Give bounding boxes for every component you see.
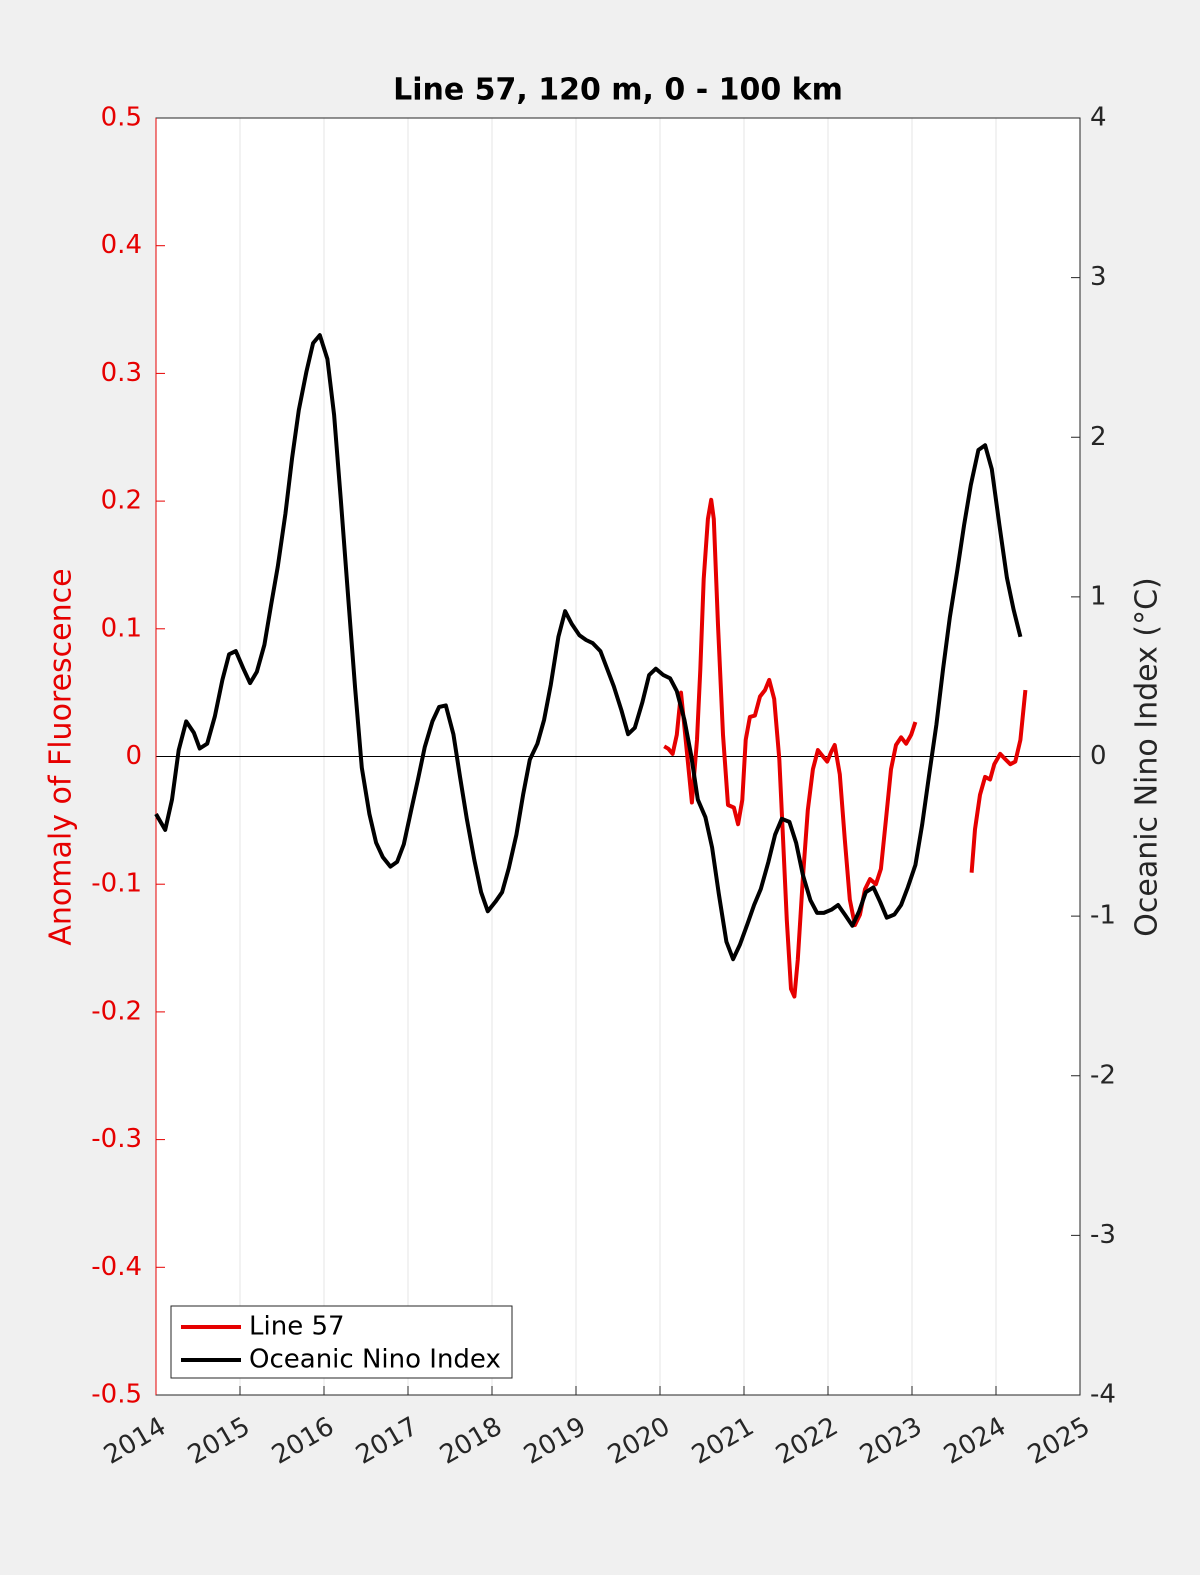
x-tick-label: 2020 bbox=[603, 1412, 675, 1471]
chart-title: Line 57, 120 m, 0 - 100 km bbox=[393, 73, 843, 108]
y2-tick-label: -2 bbox=[1090, 1060, 1116, 1090]
legend-box bbox=[170, 1305, 513, 1379]
x-tick-label: 2016 bbox=[267, 1412, 339, 1471]
y-tick-label: 0.3 bbox=[101, 358, 142, 388]
y2-tick-label: 4 bbox=[1090, 103, 1107, 133]
series-line bbox=[663, 497, 1028, 999]
x-tick-label: 2014 bbox=[99, 1412, 171, 1471]
y2-axis-label: Oceanic Nino Index (°C) bbox=[1130, 577, 1165, 937]
y-axis-label: Anomaly of Fluorescence bbox=[44, 568, 79, 945]
y2-tick-label: -4 bbox=[1090, 1380, 1116, 1410]
y-tick-label: -0.3 bbox=[91, 1124, 142, 1154]
y2-tick-label: 1 bbox=[1090, 581, 1107, 611]
y-tick-label: 0.5 bbox=[101, 103, 142, 133]
x-tick-label: 2025 bbox=[1023, 1412, 1095, 1471]
y2-tick-label: -3 bbox=[1090, 1220, 1116, 1250]
y-tick-label: -0.5 bbox=[91, 1380, 142, 1410]
x-tick-label: 2022 bbox=[771, 1412, 843, 1471]
y2-tick-label: 2 bbox=[1090, 422, 1107, 452]
y-tick-label: 0.1 bbox=[101, 613, 142, 643]
y-tick-label: 0 bbox=[125, 741, 142, 771]
x-tick-label: 2018 bbox=[435, 1412, 507, 1471]
legend-label: Oceanic Nino Index bbox=[249, 1345, 501, 1375]
x-tick-label: 2021 bbox=[687, 1412, 759, 1471]
y-tick-label: 0.2 bbox=[101, 486, 142, 516]
y2-tick-label: 3 bbox=[1090, 262, 1107, 292]
x-tick-label: 2023 bbox=[855, 1412, 927, 1471]
series-line bbox=[154, 333, 1023, 962]
y-tick-label: -0.2 bbox=[91, 996, 142, 1026]
y-tick-label: 0.4 bbox=[101, 230, 142, 260]
x-tick-label: 2017 bbox=[351, 1412, 423, 1471]
x-tick-label: 2019 bbox=[519, 1412, 591, 1471]
y-tick-label: -0.4 bbox=[91, 1252, 142, 1282]
y2-tick-label: 0 bbox=[1090, 741, 1107, 771]
y-tick-label: -0.1 bbox=[91, 869, 142, 899]
legend-label: Line 57 bbox=[249, 1312, 345, 1342]
x-tick-label: 2024 bbox=[939, 1412, 1011, 1471]
x-tick-label: 2015 bbox=[183, 1412, 255, 1471]
y2-tick-label: -1 bbox=[1090, 901, 1116, 931]
